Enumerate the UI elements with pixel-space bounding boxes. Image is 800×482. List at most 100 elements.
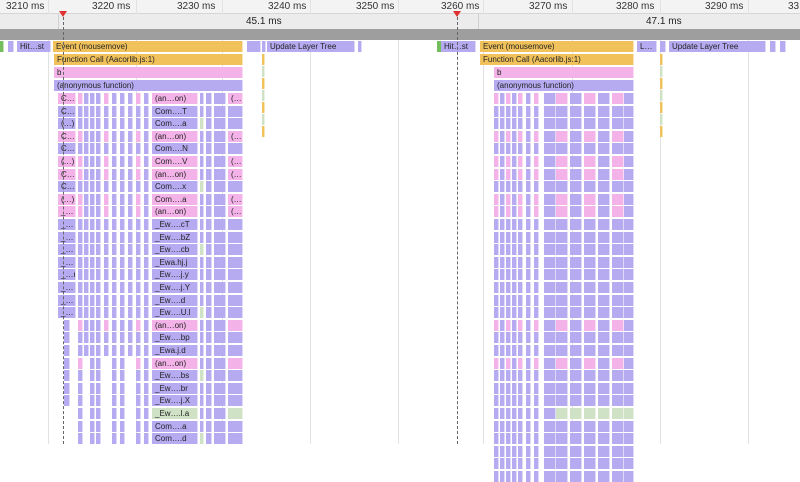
flame-block[interactable]	[136, 420, 141, 432]
flame-block[interactable]	[128, 307, 133, 319]
flame-block[interactable]	[64, 357, 70, 369]
flame-block[interactable]	[506, 420, 511, 432]
flame-block[interactable]	[206, 420, 212, 432]
flame-block[interactable]	[206, 118, 212, 130]
flame-block[interactable]	[262, 66, 265, 77]
flame-block[interactable]	[612, 471, 624, 482]
flame-block[interactable]	[584, 357, 596, 369]
flame-block[interactable]	[262, 54, 265, 65]
flame-block[interactable]	[90, 357, 95, 369]
flame-block[interactable]	[96, 206, 101, 218]
flame-block[interactable]	[144, 357, 149, 369]
flame-block[interactable]	[200, 118, 204, 130]
stack-frame[interactable]: (…	[228, 193, 243, 205]
flame-block[interactable]	[584, 256, 596, 268]
flame-block[interactable]	[112, 395, 117, 407]
flame-block[interactable]	[544, 357, 556, 369]
flame-block[interactable]	[262, 41, 266, 52]
flame-block[interactable]	[512, 105, 517, 117]
flame-block[interactable]	[544, 433, 556, 445]
flame-block[interactable]	[90, 219, 95, 230]
flame-block[interactable]	[584, 445, 596, 457]
flame-block[interactable]	[598, 319, 610, 331]
flame-block[interactable]	[570, 408, 582, 419]
stack-frame[interactable]: _…	[58, 256, 76, 268]
flame-block[interactable]	[518, 156, 523, 167]
flame-block[interactable]	[518, 357, 523, 369]
flame-block[interactable]	[518, 130, 523, 142]
stack-frame[interactable]: _Ewa.j.d	[152, 345, 198, 356]
flame-block[interactable]	[144, 168, 149, 180]
flame-block[interactable]	[544, 382, 556, 394]
stack-frame[interactable]: _Ew….j.y	[152, 269, 198, 281]
flame-block[interactable]	[660, 78, 663, 89]
stack-frame[interactable]: _Ew….l.a	[152, 408, 198, 419]
flame-block[interactable]	[144, 156, 149, 167]
flame-block[interactable]	[598, 471, 610, 482]
flame-block[interactable]	[500, 130, 505, 142]
flame-block[interactable]	[0, 41, 4, 52]
flame-block[interactable]	[660, 54, 663, 65]
flame-block[interactable]	[494, 193, 499, 205]
stack-frame[interactable]	[228, 382, 243, 394]
flame-block[interactable]	[584, 105, 596, 117]
flame-block[interactable]	[78, 256, 83, 268]
flame-block[interactable]	[506, 193, 511, 205]
flame-block[interactable]	[104, 206, 109, 218]
flame-block[interactable]	[96, 319, 101, 331]
flame-block[interactable]	[104, 256, 109, 268]
flame-block[interactable]	[612, 445, 624, 457]
flame-block[interactable]	[84, 256, 89, 268]
flame-block[interactable]	[144, 307, 149, 319]
flame-block[interactable]	[144, 193, 149, 205]
flame-block[interactable]	[112, 357, 117, 369]
flame-block[interactable]	[214, 382, 226, 394]
flame-block[interactable]	[612, 408, 624, 419]
flame-block[interactable]	[500, 357, 505, 369]
flame-block[interactable]	[544, 105, 556, 117]
flame-block[interactable]	[112, 433, 117, 445]
flame-block[interactable]	[128, 231, 133, 243]
flame-block[interactable]	[78, 105, 83, 117]
flame-block[interactable]	[214, 357, 226, 369]
flame-block[interactable]	[84, 105, 89, 117]
function-call-block[interactable]: Function Call (Aacorlib.js:1)	[480, 54, 634, 65]
flame-block[interactable]	[128, 93, 133, 104]
flame-block[interactable]	[200, 130, 204, 142]
flame-block[interactable]	[500, 332, 505, 344]
flame-block[interactable]	[214, 282, 226, 293]
flame-chart[interactable]: Hit…st Event (mousemove) Update Layer Tree…	[0, 40, 800, 482]
stack-frame[interactable]: (…)	[58, 118, 76, 130]
flame-block[interactable]	[518, 193, 523, 205]
flame-block[interactable]	[144, 118, 149, 130]
flame-block[interactable]	[598, 256, 610, 268]
flame-block[interactable]	[526, 118, 531, 130]
flame-block[interactable]	[506, 471, 511, 482]
flame-block[interactable]	[8, 41, 14, 52]
flame-block[interactable]	[494, 433, 499, 445]
flame-block[interactable]	[584, 307, 596, 319]
flame-block[interactable]	[104, 231, 109, 243]
stack-frame[interactable]: C…	[58, 181, 76, 193]
flame-block[interactable]	[584, 93, 596, 104]
flame-block[interactable]	[526, 420, 531, 432]
flame-block[interactable]	[526, 193, 531, 205]
flame-block[interactable]	[512, 206, 517, 218]
flame-block[interactable]	[112, 206, 117, 218]
flame-block[interactable]	[512, 345, 517, 356]
stack-frame[interactable]: Com….T	[152, 105, 198, 117]
flame-block[interactable]	[598, 105, 610, 117]
flame-block[interactable]	[96, 269, 101, 281]
flame-block[interactable]	[556, 382, 568, 394]
flame-block[interactable]	[206, 105, 212, 117]
flame-block[interactable]	[534, 256, 539, 268]
flame-block[interactable]	[144, 420, 149, 432]
flame-block[interactable]	[544, 294, 556, 306]
flame-block[interactable]	[214, 395, 226, 407]
flame-block[interactable]	[84, 282, 89, 293]
flame-block[interactable]	[78, 130, 83, 142]
stack-frame[interactable]: C…	[58, 168, 76, 180]
flame-block[interactable]	[584, 319, 596, 331]
flame-block[interactable]	[584, 382, 596, 394]
flame-block[interactable]	[90, 382, 95, 394]
